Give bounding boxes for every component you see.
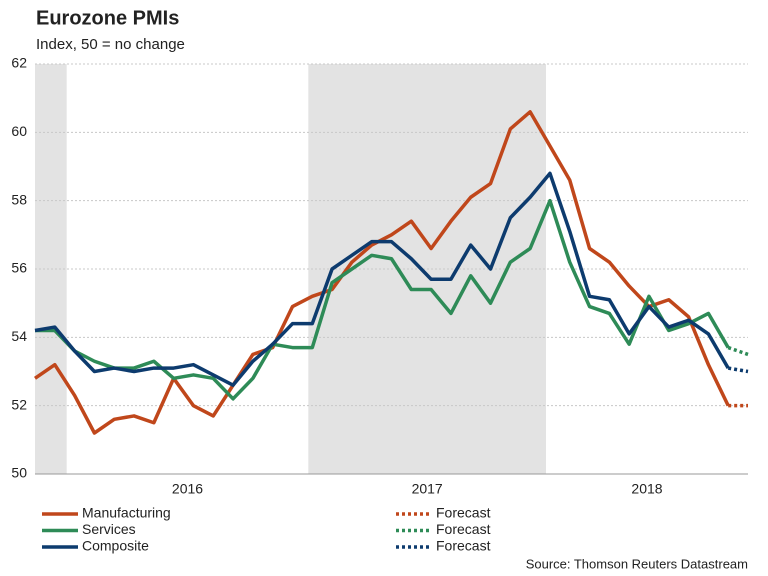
y-tick-label: 58	[11, 191, 27, 207]
x-tick-label: 2016	[172, 481, 203, 497]
chart-subtitle: Index, 50 = no change	[36, 36, 185, 53]
y-tick-label: 54	[11, 328, 27, 344]
y-tick-label: 52	[11, 396, 27, 412]
legend-label: Services	[82, 521, 136, 537]
series-line	[35, 198, 730, 401]
chart-title: Eurozone PMIs	[36, 7, 179, 29]
x-tick-label: 2018	[631, 481, 662, 497]
y-tick-label: 56	[11, 260, 27, 276]
legend-label: Forecast	[436, 538, 491, 554]
series-line	[727, 345, 749, 357]
y-tick-label: 62	[11, 55, 27, 71]
y-tick-label: 60	[11, 123, 27, 139]
legend-label: Composite	[82, 538, 149, 554]
y-tick-label: 50	[11, 465, 27, 481]
x-tick-label: 2017	[412, 481, 443, 497]
series-line	[727, 366, 749, 374]
legend-label: Forecast	[436, 505, 491, 521]
source-note: Source: Thomson Reuters Datastream	[526, 556, 748, 571]
series-line	[34, 171, 730, 387]
legend-label: Forecast	[436, 521, 491, 537]
legend-label: Manufacturing	[82, 505, 171, 521]
